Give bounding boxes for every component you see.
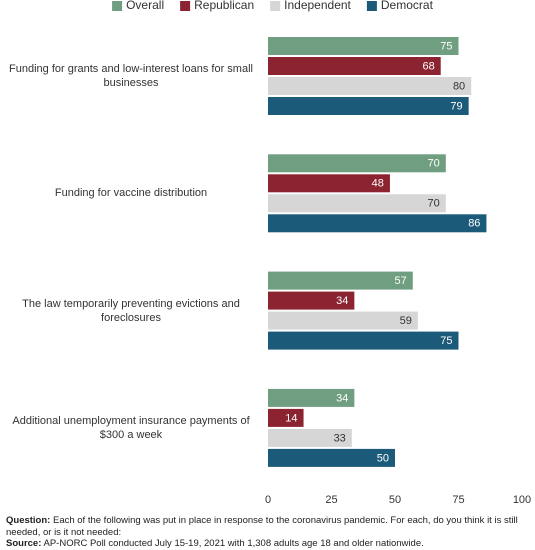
legend-swatch [270, 1, 281, 11]
value-label: 86 [468, 218, 480, 230]
value-label: 33 [334, 432, 346, 444]
value-label: 14 [285, 412, 297, 424]
legend-swatch [180, 1, 191, 11]
question-label: Question: [6, 515, 51, 526]
bar [268, 174, 390, 193]
bar [268, 37, 459, 55]
bar [268, 388, 355, 407]
footnote: Question: Each of the following was put … [6, 515, 531, 550]
value-label: 50 [377, 452, 389, 464]
category-label: The law temporarily preventing evictions… [22, 297, 240, 324]
category-label-box: Funding for vaccine distribution [54, 187, 208, 200]
value-label: 34 [336, 295, 348, 307]
value-label: 57 [395, 275, 407, 287]
legend-label: Independent [284, 0, 351, 12]
category-label: Funding for vaccine distribution [54, 187, 208, 200]
value-label: 34 [336, 392, 348, 404]
bar [268, 214, 487, 233]
value-label: 75 [440, 40, 452, 52]
question: Question: Each of the following was put … [6, 515, 531, 538]
source-label: Source: [6, 538, 42, 549]
bar [268, 428, 352, 447]
category-label-box: Funding for grants and low-interest loan… [9, 63, 253, 89]
legend-label: Republican [194, 0, 254, 12]
bar [268, 97, 469, 115]
bar [268, 77, 472, 95]
x-tick-label: 75 [452, 494, 464, 506]
bar [268, 311, 418, 330]
bar [268, 271, 413, 290]
value-label: 48 [372, 178, 384, 190]
legend-label: Democrat [381, 0, 434, 12]
bar [268, 154, 446, 173]
category-label-box: The law temporarily preventing evictions… [22, 297, 240, 324]
value-label: 70 [428, 158, 440, 170]
x-tick-label: 50 [389, 494, 401, 506]
source-text: AP-NORC Poll conducted July 15-19, 2021 … [43, 538, 424, 549]
bar [268, 448, 395, 467]
x-tick-label: 0 [265, 494, 271, 506]
chart: Overall Republican Independent Democrat 0 25 5… [9, 0, 531, 506]
bar [268, 194, 446, 213]
value-label: 59 [400, 315, 412, 327]
value-label: 75 [440, 335, 452, 347]
category-label-box: Additional unemployment insurance paymen… [12, 414, 250, 441]
question-text: Each of the following was put in place i… [6, 515, 518, 538]
source: Source: AP-NORC Poll conducted July 15-1… [6, 538, 531, 550]
category-label: Funding for grants and low-interest loan… [9, 63, 253, 89]
legend-swatch [366, 1, 377, 11]
bar [268, 57, 441, 75]
bar [268, 331, 459, 350]
value-label: 79 [450, 100, 462, 112]
value-label: 68 [422, 60, 434, 72]
value-label: 80 [453, 80, 465, 92]
bar [268, 408, 304, 427]
value-label: 70 [428, 198, 440, 210]
bar [268, 291, 355, 310]
x-tick-label: 100 [513, 494, 531, 506]
legend-label: Overall [126, 0, 164, 12]
category-label: Additional unemployment insurance paymen… [12, 414, 250, 441]
legend-swatch [112, 1, 123, 11]
x-tick-label: 25 [325, 494, 337, 506]
